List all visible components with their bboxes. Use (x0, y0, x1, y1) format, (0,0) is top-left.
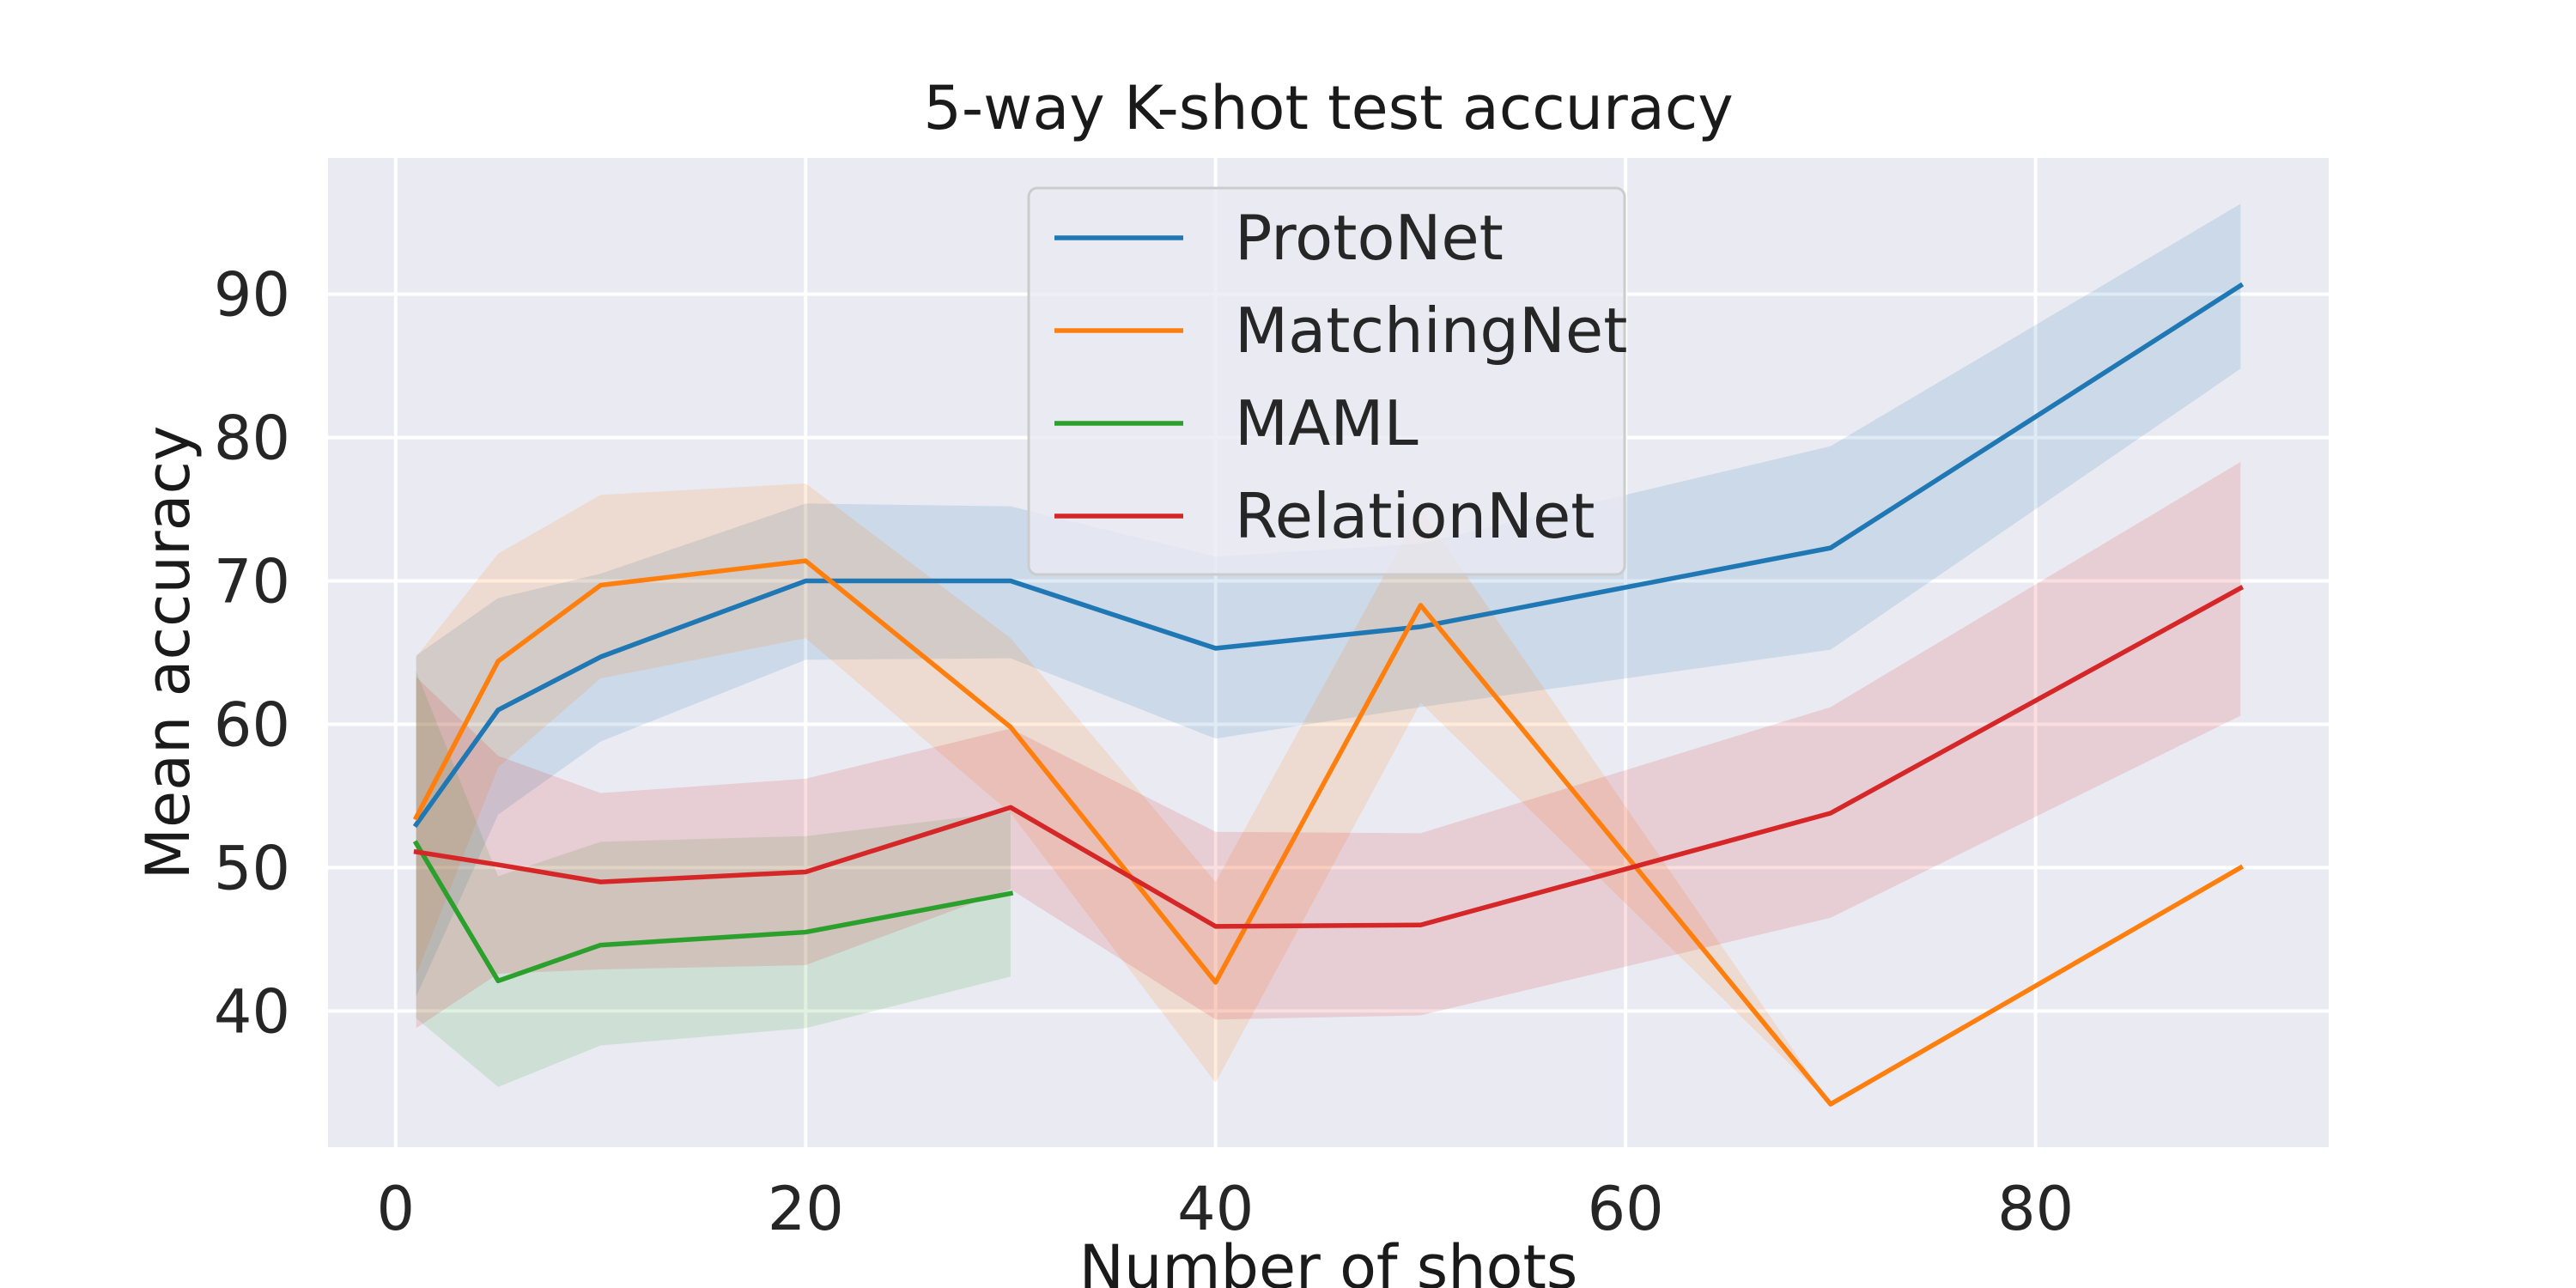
matchingnet-confidence-band (416, 483, 2241, 1104)
x-tick-label: 40 (1177, 1174, 1254, 1244)
protonet-confidence-band (416, 204, 2241, 997)
tick-labels: 0 20 40 60 80 40 50 60 70 80 90 (214, 260, 2074, 1244)
x-tick-label: 0 (377, 1174, 416, 1244)
maml-legend-label: MAML (1235, 387, 1419, 459)
y-tick-label: 40 (214, 976, 290, 1047)
y-tick-label: 60 (214, 690, 290, 760)
y-tick-label: 70 (214, 547, 290, 617)
confidence-bands (416, 204, 2241, 1104)
protonet-line (412, 282, 2245, 829)
relationnet-line (413, 585, 2245, 929)
y-tick-label: 50 (214, 833, 290, 903)
legend: ProtoNet MatchingNet MAML RelationNet (1027, 186, 1627, 576)
relationnet-confidence-band (416, 461, 2241, 1029)
legend-box (1027, 186, 1626, 576)
y-tick-label: 90 (214, 260, 290, 331)
y-tick-label: 80 (214, 404, 290, 474)
matchingnet-line (412, 558, 2245, 1107)
chart-title: 5-way K-shot test accuracy (923, 73, 1733, 143)
protonet-legend-label: ProtoNet (1235, 202, 1504, 274)
matchingnet-legend-label: MatchingNet (1235, 295, 1627, 367)
series-lines (412, 282, 2245, 1107)
maml-line (412, 840, 1014, 984)
y-axis-label: Mean accuracy (133, 426, 204, 880)
x-tick-label: 60 (1588, 1174, 1664, 1244)
x-axis-label: Number of shots (1079, 1232, 1578, 1288)
x-tick-label: 20 (768, 1174, 844, 1244)
maml-confidence-band (416, 671, 1011, 1087)
x-tick-label: 80 (1997, 1174, 2074, 1244)
relationnet-legend-label: RelationNet (1235, 480, 1595, 552)
